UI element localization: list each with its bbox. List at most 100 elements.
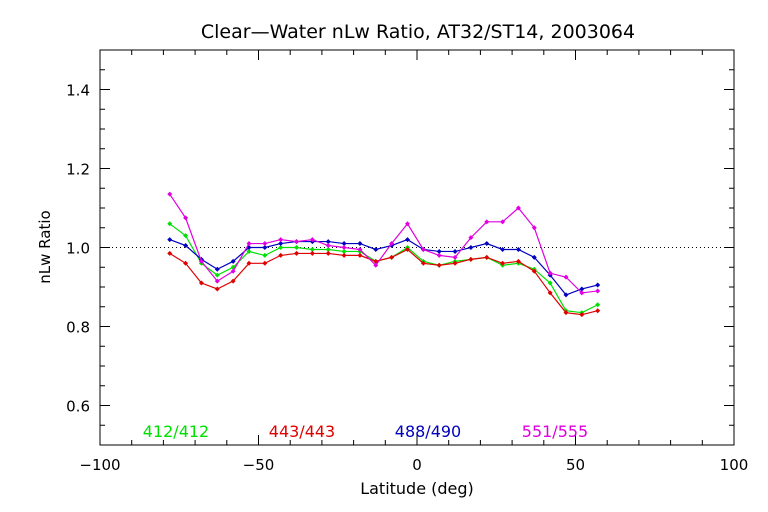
data-point xyxy=(436,262,442,268)
data-point xyxy=(500,260,506,266)
data-point xyxy=(563,292,569,298)
data-point xyxy=(452,254,458,260)
data-point xyxy=(183,215,189,221)
data-point xyxy=(389,254,395,260)
data-point xyxy=(214,278,220,284)
data-point xyxy=(579,312,585,318)
data-point xyxy=(341,248,347,254)
data-point xyxy=(262,241,268,247)
data-point xyxy=(515,258,521,264)
data-point xyxy=(325,243,331,249)
data-point xyxy=(595,288,601,294)
data-point xyxy=(309,246,315,252)
x-tick-label: 0 xyxy=(412,456,422,474)
data-point xyxy=(278,245,284,250)
y-tick-label: 1.2 xyxy=(66,161,90,179)
legend-entry: 412/412 xyxy=(143,422,209,441)
data-point xyxy=(595,308,601,314)
data-point xyxy=(357,246,363,252)
data-point xyxy=(595,282,601,288)
x-axis-label: Latitude (deg) xyxy=(360,479,474,498)
data-point xyxy=(278,241,284,247)
data-point xyxy=(230,258,236,264)
data-point xyxy=(341,252,347,258)
data-point xyxy=(357,241,363,247)
data-point xyxy=(484,254,490,260)
data-point xyxy=(515,246,521,252)
data-point xyxy=(278,237,284,243)
data-point xyxy=(294,245,300,250)
data-point xyxy=(230,278,236,284)
data-point xyxy=(262,260,268,266)
data-point xyxy=(183,243,189,249)
y-tick-label: 0.6 xyxy=(66,398,90,416)
y-tick-label: 0.8 xyxy=(66,319,90,337)
legend-entry: 443/443 xyxy=(269,422,335,441)
data-point xyxy=(183,233,189,239)
data-point xyxy=(484,219,490,225)
data-point xyxy=(246,260,252,266)
data-point xyxy=(198,280,204,286)
x-tick-label: 100 xyxy=(720,456,749,474)
data-point xyxy=(404,221,410,227)
data-point xyxy=(262,252,268,258)
data-point xyxy=(294,239,300,245)
legend-entry: 551/555 xyxy=(522,422,588,441)
data-point xyxy=(436,252,442,258)
data-point xyxy=(341,245,347,250)
x-tick-label: −50 xyxy=(243,456,275,474)
legend-entry: 488/490 xyxy=(395,422,461,441)
series-layer xyxy=(167,191,601,318)
data-point xyxy=(563,274,569,280)
data-point xyxy=(404,246,410,252)
data-point xyxy=(341,241,347,247)
series-line-3 xyxy=(169,238,598,296)
data-point xyxy=(357,252,363,258)
data-point xyxy=(246,241,252,247)
data-point xyxy=(468,245,474,250)
data-point xyxy=(167,250,173,256)
data-point xyxy=(547,280,553,286)
data-point xyxy=(230,268,236,274)
x-axis-ticks: −100 −50 0 50 100 xyxy=(79,50,748,474)
data-point xyxy=(468,235,474,241)
data-point xyxy=(198,258,204,264)
data-point xyxy=(246,248,252,254)
data-point xyxy=(468,256,474,262)
data-point xyxy=(420,246,426,252)
data-point xyxy=(214,286,220,292)
y-tick-label: 1.4 xyxy=(66,82,90,100)
data-point xyxy=(262,245,268,250)
data-point xyxy=(309,250,315,256)
data-point xyxy=(595,302,601,308)
data-point xyxy=(500,219,506,225)
series-line-2 xyxy=(169,248,598,316)
data-point xyxy=(278,252,284,258)
data-point xyxy=(500,246,506,252)
data-point xyxy=(167,191,173,197)
data-point xyxy=(294,250,300,256)
data-point xyxy=(547,290,553,296)
data-point xyxy=(436,248,442,254)
data-point xyxy=(404,237,410,243)
data-point xyxy=(325,239,331,245)
y-tick-label: 1.0 xyxy=(66,240,90,258)
data-point xyxy=(389,241,395,247)
y-axis-label: nLw Ratio xyxy=(36,210,54,283)
y-axis-ticks: 0.6 0.8 1.0 1.2 1.4 xyxy=(66,49,734,446)
data-point xyxy=(183,260,189,266)
data-point xyxy=(452,248,458,254)
x-tick-label: −100 xyxy=(79,456,120,474)
data-point xyxy=(515,205,521,211)
data-point xyxy=(167,221,173,227)
data-point xyxy=(452,260,458,266)
data-point xyxy=(309,237,315,243)
data-point xyxy=(531,268,537,274)
x-tick-label: 50 xyxy=(566,456,585,474)
data-point xyxy=(484,241,490,247)
data-point xyxy=(420,260,426,266)
data-point xyxy=(563,310,569,316)
data-point xyxy=(373,262,379,268)
series-line-4 xyxy=(169,193,598,294)
